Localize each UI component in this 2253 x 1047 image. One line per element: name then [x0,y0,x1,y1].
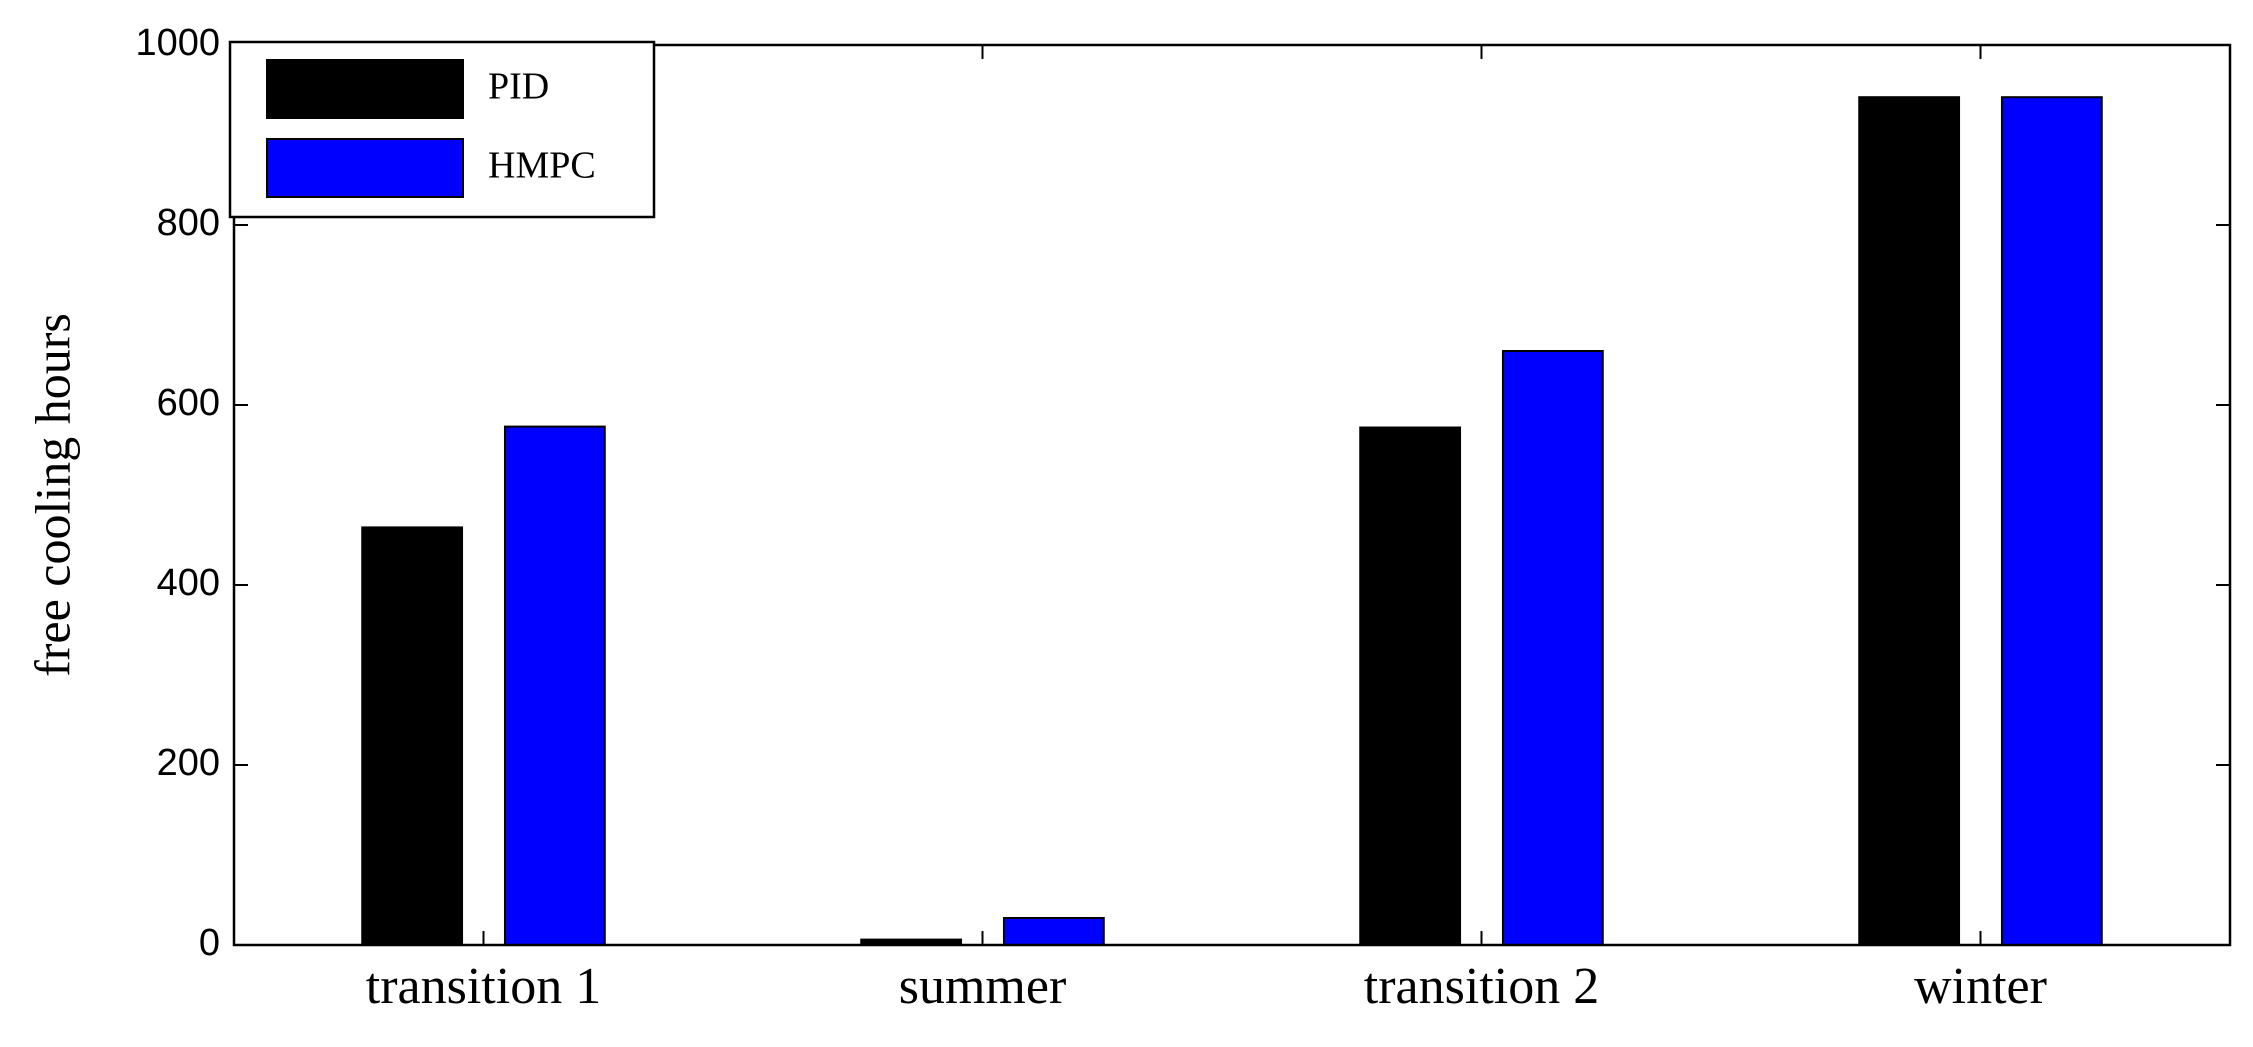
y-tick-label: 600 [157,382,220,424]
y-axis-label: free cooling hours [24,313,80,677]
bar [1501,350,1604,946]
x-tick-label: transition 2 [1364,958,1599,1015]
y-tick-label: 800 [157,202,220,244]
bar [2000,96,2103,946]
y-tick-label: 400 [157,562,220,604]
bar [1858,96,1961,946]
legend-swatch [266,59,464,119]
bar [361,526,464,947]
plot-frame [232,43,2232,947]
legend-swatch [266,138,464,198]
x-tick-label: summer [899,958,1067,1015]
legend-label: HMPC [488,145,596,187]
y-tick-label: 0 [199,922,220,964]
bar [1002,917,1105,946]
bar [1359,426,1462,946]
y-tick-label: 200 [157,742,220,784]
legend-label: PID [488,66,549,108]
bar [503,425,606,947]
x-tick-label: transition 1 [366,958,601,1015]
x-tick-label: winter [1914,958,2047,1015]
y-tick-label: 1000 [135,22,220,64]
